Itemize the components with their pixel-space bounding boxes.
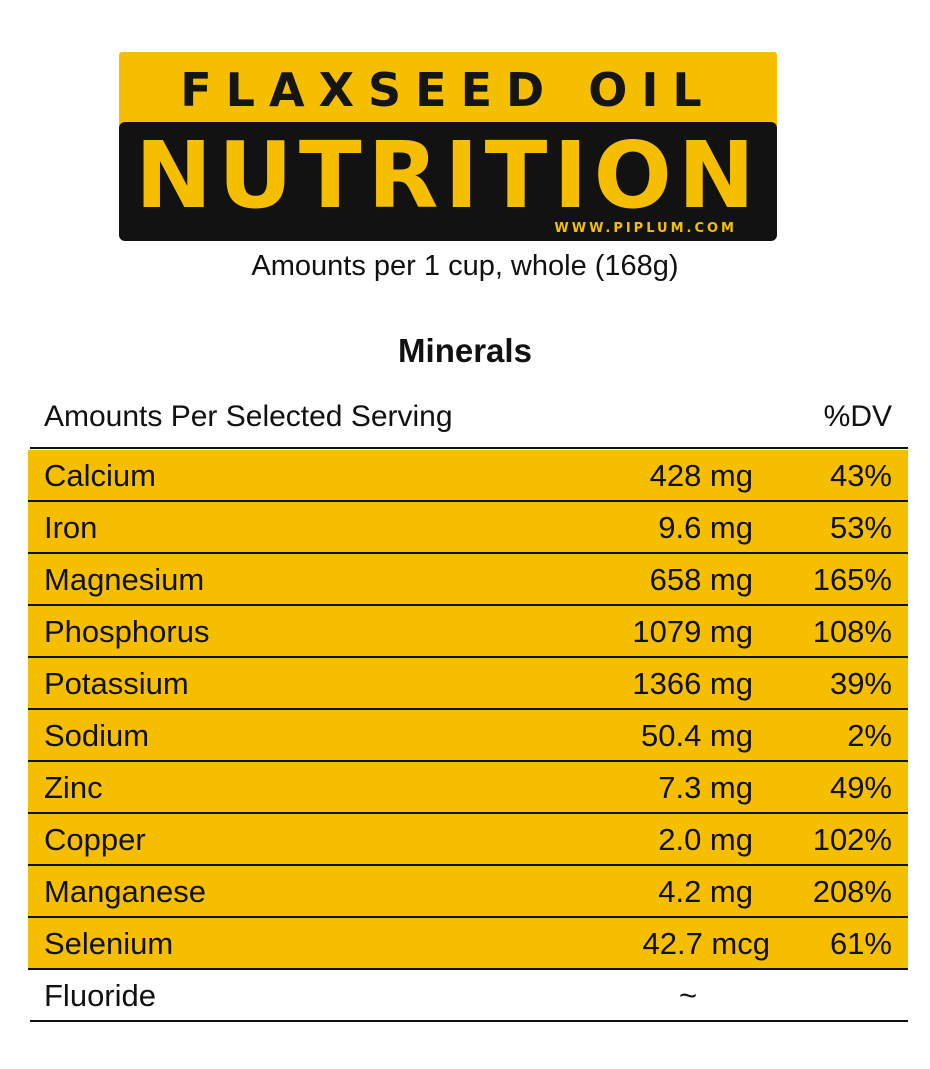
mineral-amount: ~ [678, 978, 698, 1013]
table-row: Iron 9.6 mg 53% [28, 502, 908, 554]
mineral-name: Copper [44, 822, 146, 857]
mineral-amount: 42.7 mcg [642, 926, 770, 961]
mineral-dv: 49% [829, 770, 892, 805]
table-row: Potassium 1366 mg 39% [28, 658, 908, 710]
mineral-amount: 658 mg [649, 562, 753, 597]
banner-title-line2: NUTRITION [135, 122, 761, 229]
header-divider [30, 447, 908, 449]
table-row: Copper 2.0 mg 102% [28, 814, 908, 866]
mineral-dv: 2% [847, 718, 892, 753]
mineral-dv: 39% [829, 666, 892, 701]
mineral-amount: 428 mg [649, 458, 753, 493]
banner-top-strip: FLAXSEED OIL [119, 52, 777, 126]
table-row: Selenium 42.7 mcg 61% [28, 918, 908, 970]
mineral-name: Sodium [44, 718, 150, 753]
table-row: Zinc 7.3 mg 49% [28, 762, 908, 814]
mineral-amount: 1366 mg [632, 666, 753, 701]
mineral-name: Fluoride [44, 978, 156, 1013]
mineral-amount: 4.2 mg [658, 874, 753, 909]
mineral-name: Calcium [44, 458, 156, 493]
table-row: Fluoride ~ [28, 970, 908, 1022]
banner-url: WWW.PIPLUM.COM [554, 221, 737, 236]
table-header-left: Amounts Per Selected Serving [44, 400, 453, 433]
title-banner: FLAXSEED OIL NUTRITION WWW.PIPLUM.COM [119, 52, 777, 241]
mineral-name: Manganese [44, 874, 207, 909]
mineral-amount: 2.0 mg [658, 822, 753, 857]
mineral-dv: 208% [812, 874, 892, 909]
banner-bottom-block: NUTRITION WWW.PIPLUM.COM [119, 122, 777, 241]
mineral-dv: 165% [812, 562, 892, 597]
mineral-dv: 43% [829, 458, 892, 493]
serving-subtitle: Amounts per 1 cup, whole (168g) [251, 250, 679, 282]
table-row: Magnesium 658 mg 165% [28, 554, 908, 606]
table-row: Calcium 428 mg 43% [28, 450, 908, 502]
mineral-amount: 7.3 mg [658, 770, 753, 805]
minerals-table: Calcium 428 mg 43% Iron 9.6 mg 53% Magne… [28, 450, 908, 1022]
mineral-name: Phosphorus [44, 614, 210, 649]
table-row: Phosphorus 1079 mg 108% [28, 606, 908, 658]
mineral-amount: 9.6 mg [658, 510, 753, 545]
mineral-dv: 53% [829, 510, 892, 545]
table-row: Sodium 50.4 mg 2% [28, 710, 908, 762]
mineral-name: Zinc [44, 770, 103, 805]
mineral-name: Iron [44, 510, 98, 545]
mineral-name: Magnesium [44, 562, 205, 597]
mineral-dv: 102% [812, 822, 892, 857]
table-row: Manganese 4.2 mg 208% [28, 866, 908, 918]
mineral-amount: 1079 mg [632, 614, 753, 649]
banner-title-line1: FLAXSEED OIL [180, 63, 716, 117]
mineral-dv: 108% [812, 614, 892, 649]
mineral-dv: 61% [829, 926, 892, 961]
mineral-name: Selenium [44, 926, 174, 961]
mineral-amount: 50.4 mg [640, 718, 753, 753]
table-header-right: %DV [823, 400, 892, 433]
mineral-name: Potassium [44, 666, 189, 701]
section-title: Minerals [398, 332, 532, 369]
